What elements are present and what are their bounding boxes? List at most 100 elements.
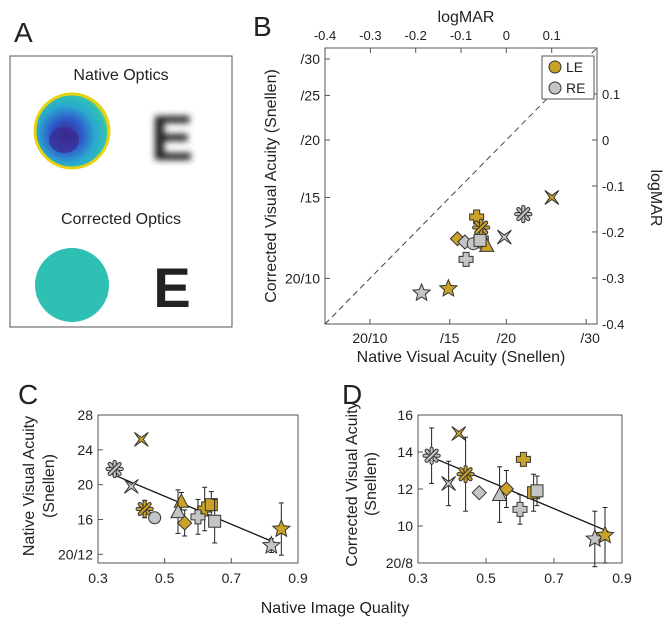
d-ytick-label: 12 bbox=[397, 481, 413, 497]
d-xtick-label: 0.7 bbox=[544, 570, 564, 586]
marker-star bbox=[271, 518, 292, 538]
marker-asterisk bbox=[514, 205, 533, 224]
legend-le-marker bbox=[548, 60, 562, 74]
marker-square bbox=[473, 233, 487, 247]
d-point-le-diamond bbox=[498, 470, 515, 508]
marker-plus bbox=[458, 251, 474, 267]
d-point-re-diamond bbox=[471, 484, 487, 501]
native-blurred-letter-e: E bbox=[151, 102, 194, 174]
d-point-le-star bbox=[595, 507, 615, 564]
b-point-le-star bbox=[438, 278, 459, 298]
b-right-tick-label: -0.3 bbox=[602, 271, 624, 286]
d-point-re-asterisk bbox=[422, 427, 441, 484]
c-point-le-X bbox=[133, 431, 149, 447]
panel-b-top-label: logMAR bbox=[438, 9, 495, 26]
b-top-tick-label: -0.4 bbox=[314, 28, 336, 43]
d-ytick-label: 16 bbox=[397, 407, 413, 423]
panel-d-ylabel-line2: (Snellen) bbox=[363, 452, 380, 516]
b-ytick-label: /15 bbox=[301, 189, 321, 205]
marker-X bbox=[544, 190, 560, 205]
marker-star bbox=[595, 525, 615, 544]
d-xtick-label: 0.9 bbox=[612, 570, 632, 586]
b-top-tick-label: 0 bbox=[503, 28, 510, 43]
d-xtick-label: 0.5 bbox=[476, 570, 496, 586]
b-right-tick-label: -0.4 bbox=[602, 317, 624, 332]
marker-asterisk bbox=[456, 465, 475, 484]
b-xtick-label: /30 bbox=[580, 330, 600, 346]
c-point-re-square bbox=[208, 498, 222, 544]
c-xtick-label: 0.7 bbox=[222, 570, 242, 586]
b-point-re-square bbox=[473, 233, 487, 247]
legend-re-label: RE bbox=[566, 80, 585, 96]
d-point-re-X bbox=[441, 460, 457, 507]
c-point-re-star bbox=[261, 535, 282, 554]
d-point-re-square bbox=[530, 475, 544, 507]
b-top-tick-label: -0.2 bbox=[404, 28, 426, 43]
b-point-le-X bbox=[544, 190, 560, 205]
marker-star bbox=[438, 278, 459, 298]
shared-xlabel: Native Image Quality bbox=[261, 600, 410, 617]
d-ytick-label: 10 bbox=[397, 518, 413, 534]
c-ytick-label: 28 bbox=[77, 407, 93, 423]
panel-b-legend: LE RE bbox=[541, 55, 595, 100]
b-right-tick-label: 0 bbox=[602, 133, 609, 148]
b-point-re-asterisk bbox=[514, 205, 533, 224]
panel-letter-b: B bbox=[253, 11, 272, 42]
c-xtick-label: 0.3 bbox=[88, 570, 108, 586]
panel-letter-c: C bbox=[18, 379, 38, 410]
panel-b-ylabel: Corrected Visual Acuity (Snellen) bbox=[263, 69, 280, 303]
c-fit-line bbox=[107, 471, 279, 545]
b-point-le-asterisk bbox=[472, 218, 491, 237]
d-point-le-plus bbox=[515, 451, 531, 467]
b-ytick-label: 20/10 bbox=[285, 270, 320, 286]
marker-diamond bbox=[471, 484, 487, 501]
c-ytick-label: 20 bbox=[77, 477, 93, 493]
legend-re-marker bbox=[548, 81, 562, 95]
d-point-re-triangle bbox=[491, 466, 508, 523]
d-ytick-label: 14 bbox=[397, 444, 413, 460]
c-point-le-diamond bbox=[176, 509, 193, 537]
corrected-sharp-letter-e: E bbox=[153, 256, 190, 319]
b-ytick-label: /20 bbox=[301, 132, 321, 148]
marker-asterisk bbox=[422, 446, 441, 465]
d-point-re-plus bbox=[512, 494, 528, 525]
corrected-optics-title: Corrected Optics bbox=[61, 211, 181, 228]
c-point-le-asterisk bbox=[135, 499, 154, 519]
marker-triangle bbox=[170, 503, 186, 519]
d-xtick-label: 0.3 bbox=[408, 570, 428, 586]
native-wavefront-dark-region bbox=[49, 127, 79, 153]
b-ytick-label: /25 bbox=[301, 87, 321, 103]
marker-X bbox=[496, 229, 512, 245]
panel-b-xlabel: Native Visual Acuity (Snellen) bbox=[357, 349, 566, 366]
c-point-le-star bbox=[271, 502, 292, 556]
panel-a-frame bbox=[9, 55, 233, 328]
c-xtick-label: 0.9 bbox=[288, 570, 308, 586]
corrected-wavefront-map bbox=[35, 248, 109, 322]
marker-X bbox=[123, 478, 139, 494]
marker-circle bbox=[148, 511, 162, 525]
native-optics-title: Native Optics bbox=[73, 67, 168, 84]
c-ytick-label: 16 bbox=[77, 511, 93, 527]
panel-c: 0.3 0.5 0.7 0.9 20/12 16 20 24 28 Native Visual… bbox=[21, 407, 308, 586]
d-point-re-star bbox=[584, 510, 605, 568]
marker-square bbox=[530, 484, 544, 498]
b-xtick-label: 20/10 bbox=[352, 330, 387, 346]
b-top-tick-label: 0.1 bbox=[543, 28, 561, 43]
c-ytick-label: 20/12 bbox=[58, 546, 93, 562]
marker-asterisk bbox=[472, 218, 491, 237]
c-point-re-X bbox=[123, 478, 139, 494]
marker-square bbox=[208, 514, 222, 528]
b-top-tick-label: -0.1 bbox=[450, 28, 472, 43]
panel-b-right-label: logMAR bbox=[647, 170, 664, 227]
marker-plus bbox=[512, 501, 528, 517]
marker-asterisk bbox=[135, 499, 154, 519]
b-top-tick-label: -0.3 bbox=[359, 28, 381, 43]
marker-X bbox=[441, 476, 457, 491]
marker-plus bbox=[190, 509, 206, 525]
marker-star bbox=[261, 535, 282, 554]
c-point-re-plus bbox=[190, 498, 206, 535]
panel-c-ylabel-line2: (Snellen) bbox=[41, 454, 58, 518]
c-ytick-label: 24 bbox=[77, 442, 93, 458]
b-point-re-X bbox=[496, 229, 512, 245]
marker-square bbox=[204, 498, 218, 512]
